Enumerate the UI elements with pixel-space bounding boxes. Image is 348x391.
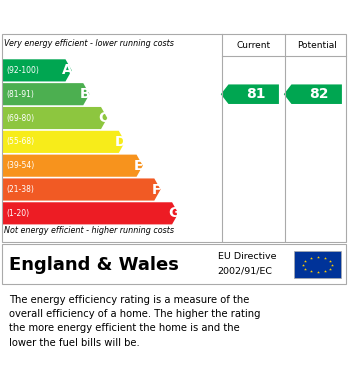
Text: Very energy efficient - lower running costs: Very energy efficient - lower running co… bbox=[4, 39, 174, 48]
Polygon shape bbox=[3, 59, 72, 81]
Text: (39-54): (39-54) bbox=[6, 161, 34, 170]
Text: A: A bbox=[62, 63, 73, 77]
Text: E: E bbox=[134, 159, 143, 173]
Text: (92-100): (92-100) bbox=[6, 66, 39, 75]
Text: Not energy efficient - higher running costs: Not energy efficient - higher running co… bbox=[4, 226, 174, 235]
Polygon shape bbox=[3, 107, 107, 129]
Bar bbox=[294, 251, 341, 278]
Text: (21-38): (21-38) bbox=[6, 185, 34, 194]
Text: England & Wales: England & Wales bbox=[9, 256, 179, 274]
Polygon shape bbox=[284, 84, 342, 104]
Text: Energy Efficiency Rating: Energy Efficiency Rating bbox=[9, 9, 230, 24]
Polygon shape bbox=[3, 154, 143, 177]
Text: Potential: Potential bbox=[297, 41, 337, 50]
Text: B: B bbox=[80, 87, 91, 101]
Polygon shape bbox=[3, 178, 160, 201]
Text: 81: 81 bbox=[246, 87, 265, 101]
Text: F: F bbox=[152, 183, 161, 197]
Polygon shape bbox=[3, 202, 178, 224]
Text: (81-91): (81-91) bbox=[6, 90, 34, 99]
Polygon shape bbox=[3, 131, 125, 153]
Text: Current: Current bbox=[237, 41, 271, 50]
Polygon shape bbox=[221, 84, 279, 104]
Text: 2002/91/EC: 2002/91/EC bbox=[218, 267, 272, 276]
Text: (69-80): (69-80) bbox=[6, 113, 34, 122]
Text: D: D bbox=[115, 135, 127, 149]
Text: (1-20): (1-20) bbox=[6, 209, 29, 218]
Text: G: G bbox=[168, 206, 180, 221]
Text: EU Directive: EU Directive bbox=[218, 253, 276, 262]
Text: 82: 82 bbox=[309, 87, 328, 101]
Text: (55-68): (55-68) bbox=[6, 137, 34, 146]
Text: The energy efficiency rating is a measure of the
overall efficiency of a home. T: The energy efficiency rating is a measur… bbox=[9, 294, 260, 348]
Text: C: C bbox=[98, 111, 108, 125]
Polygon shape bbox=[3, 83, 89, 105]
